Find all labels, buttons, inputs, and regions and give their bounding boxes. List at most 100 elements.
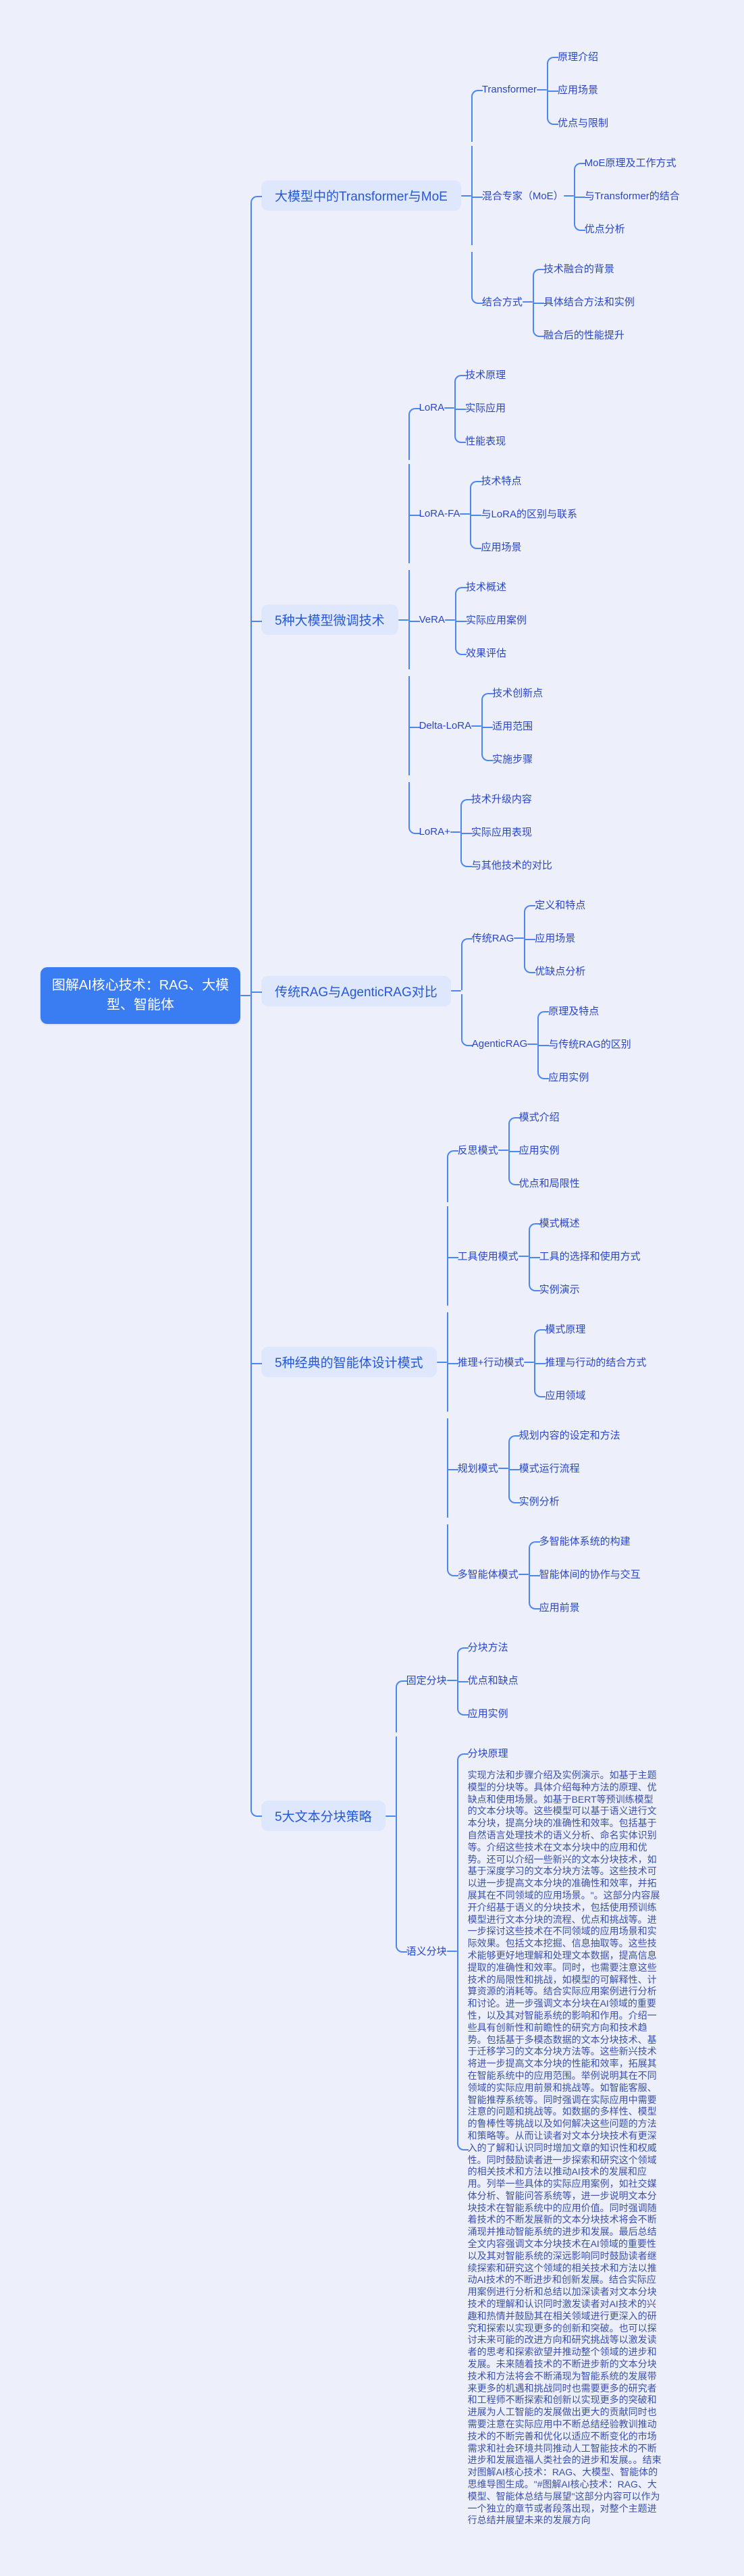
- subtopic[interactable]: AgenticRAG: [471, 1038, 528, 1050]
- subtopic[interactable]: Delta-LoRA: [419, 720, 472, 731]
- leaf-topic[interactable]: 智能体间的协作与交互: [539, 1569, 641, 1580]
- children-column: MoE原理及工作方式 与Transformer的结合 优点分析: [573, 146, 680, 245]
- leaf-topic[interactable]: 技术原理: [465, 369, 506, 381]
- tree-branch: 技术原理: [454, 358, 506, 394]
- children-column: 反思模式 模式介绍 应用实例 优点和局限性 工具使用模式 模式概述 工具的选择和使用方式 实例…: [446, 1097, 647, 1627]
- leaf-topic[interactable]: 技术创新点: [492, 688, 543, 699]
- leaf-topic[interactable]: 技术升级内容: [471, 794, 532, 805]
- leaf-topic[interactable]: 应用实例: [467, 1708, 508, 1720]
- leaf-topic[interactable]: 与传统RAG的区别: [548, 1039, 631, 1050]
- subtopic[interactable]: 混合专家（MoE）: [481, 190, 564, 202]
- leaf-topic[interactable]: 优点分析: [584, 224, 625, 235]
- leaf-topic[interactable]: 定义和特点: [535, 900, 586, 911]
- leaf-topic[interactable]: 工具的选择和使用方式: [539, 1251, 641, 1262]
- children-column: 技术原理实际应用性能表现: [454, 358, 506, 457]
- leaf-topic[interactable]: 规划内容的设定和方法: [519, 1430, 620, 1441]
- leaf-topic[interactable]: MoE原理及工作方式: [584, 157, 676, 169]
- leaf-topic[interactable]: 模式原理: [545, 1324, 586, 1335]
- connector-line: [446, 1950, 457, 1952]
- leaf-topic[interactable]: 应用实例: [548, 1072, 589, 1083]
- leaf-topic[interactable]: 分块方法: [467, 1642, 508, 1653]
- branch-topic[interactable]: 5大文本分块策略: [261, 1801, 386, 1831]
- branch-topic[interactable]: 5种经典的智能体设计模式: [261, 1347, 437, 1377]
- tree-branch: 规划模式 规划内容的设定和方法 模式运行流程 实例分析: [446, 1418, 647, 1518]
- leaf-topic[interactable]: 实际应用表现: [471, 827, 532, 838]
- leaf-topic[interactable]: 技术特点: [481, 475, 522, 487]
- tree-branch: 技术创新点: [481, 676, 543, 712]
- tree-branch: 原理介绍: [546, 40, 608, 76]
- children-column: 模式概述工具的选择和使用方式 实例演示: [528, 1206, 641, 1306]
- branch-topic[interactable]: 大模型中的Transformer与MoE: [261, 180, 461, 211]
- subtopic[interactable]: LoRA: [419, 402, 445, 413]
- leaf-topic[interactable]: 实例演示: [539, 1284, 580, 1295]
- tree-branch: 实现方法和步骤介绍及实例演示。如基于主题模型的分块等。具体介绍每种方法的原理、优…: [456, 1770, 662, 2527]
- leaf-topic[interactable]: 优点和局限性: [519, 1178, 580, 1189]
- leaf-topic[interactable]: 实施步骤: [492, 754, 533, 765]
- children-column: 模式介绍应用实例优点和局限性: [508, 1100, 580, 1200]
- leaf-topic[interactable]: 性能表现: [465, 436, 506, 447]
- leaf-topic[interactable]: 实际应用案例: [465, 615, 527, 626]
- leaf-topic[interactable]: 应用场景: [535, 933, 576, 944]
- leaf-topic[interactable]: 应用场景: [481, 542, 522, 553]
- connector-line: [398, 619, 408, 621]
- tree-branch: 性能表现: [454, 424, 506, 457]
- connector-line: [240, 995, 250, 996]
- leaf-topic[interactable]: 分块原理: [467, 1748, 508, 1759]
- branch-topic[interactable]: 5种大模型微调技术: [261, 604, 398, 635]
- subtopic[interactable]: 规划模式: [457, 1463, 498, 1474]
- tree-branch: 与LoRA的区别与联系: [470, 497, 577, 530]
- subtopic[interactable]: 工具使用模式: [457, 1251, 519, 1262]
- leaf-topic[interactable]: 与Transformer的结合: [584, 190, 680, 202]
- subtopic[interactable]: Transformer: [481, 84, 537, 95]
- leaf-topic[interactable]: 技术概述: [465, 582, 506, 593]
- subtopic[interactable]: LoRA+: [419, 826, 450, 838]
- leaf-topic[interactable]: 推理与行动的结合方式: [545, 1357, 647, 1368]
- tree-branch: 多智能体模式 多智能体系统的构建 智能体间的协作与交互 应用前景: [446, 1524, 647, 1624]
- leaf-topic[interactable]: 实际应用: [465, 403, 506, 414]
- branch-topic[interactable]: 传统RAG与AgenticRAG对比: [261, 975, 451, 1006]
- leaf-topic[interactable]: 优点与限制: [557, 118, 608, 129]
- leaf-topic[interactable]: 多智能体系统的构建: [539, 1536, 631, 1547]
- subtopic[interactable]: 固定分块: [406, 1675, 447, 1686]
- leaf-topic[interactable]: 效果评估: [465, 648, 506, 659]
- leaf-topic[interactable]: 原理介绍: [557, 51, 598, 63]
- tree-branch: 实例分析: [508, 1485, 620, 1518]
- connector-line: [450, 831, 460, 833]
- subtopic[interactable]: 传统RAG: [471, 933, 514, 944]
- tree-branch: 具体结合方法和实例: [532, 285, 635, 318]
- leaf-topic[interactable]: 优缺点分析: [535, 966, 586, 977]
- tree-branch: 应用领域: [534, 1379, 646, 1412]
- subtopic[interactable]: VeRA: [419, 614, 445, 625]
- children-column: 规划内容的设定和方法 模式运行流程 实例分析: [508, 1418, 620, 1518]
- connector-line: [563, 195, 574, 197]
- leaf-topic[interactable]: 应用实例: [519, 1145, 560, 1156]
- tree-branch: 分块原理: [456, 1736, 662, 1772]
- leaf-topic[interactable]: 应用场景: [557, 84, 598, 96]
- leaf-topic[interactable]: 应用领域: [545, 1390, 586, 1401]
- leaf-topic[interactable]: 适用范围: [492, 721, 533, 732]
- leaf-topic[interactable]: 技术融合的背景: [543, 263, 614, 275]
- subtopic[interactable]: 反思模式: [457, 1145, 498, 1156]
- leaf-topic[interactable]: 模式运行流程: [519, 1463, 580, 1474]
- subtopic[interactable]: 语义分块: [406, 1946, 447, 1957]
- leaf-topic[interactable]: 具体结合方法和实例: [543, 297, 635, 308]
- leaf-topic[interactable]: 与LoRA的区别与联系: [481, 509, 577, 520]
- leaf-topic[interactable]: 优点和缺点: [467, 1675, 519, 1686]
- leaf-topic[interactable]: 应用前景: [539, 1602, 580, 1614]
- subtopic[interactable]: 多智能体模式: [457, 1569, 519, 1580]
- leaf-topic[interactable]: 实例分析: [519, 1496, 560, 1508]
- root-topic[interactable]: 图解AI核心技术：RAG、大模型、智能体: [41, 967, 240, 1024]
- leaf-topic[interactable]: 模式介绍: [519, 1112, 560, 1123]
- detail-paragraph[interactable]: 实现方法和步骤介绍及实例演示。如基于主题模型的分块等。具体介绍每种方法的原理、优…: [467, 1770, 662, 2526]
- subtopic[interactable]: 结合方式: [481, 297, 523, 308]
- tree-branch: 规划内容的设定和方法: [508, 1418, 620, 1454]
- leaf-topic[interactable]: 模式概述: [539, 1218, 580, 1229]
- tree-branch: 实际应用: [454, 391, 506, 424]
- tree-branch: 与Transformer的结合: [573, 179, 680, 212]
- leaf-topic[interactable]: 原理及特点: [548, 1006, 600, 1017]
- leaf-topic[interactable]: 融合后的性能提升: [543, 330, 625, 341]
- subtopic[interactable]: LoRA-FA: [419, 508, 460, 519]
- subtopic[interactable]: 推理+行动模式: [457, 1357, 525, 1368]
- leaf-topic[interactable]: 与其他技术的对比: [471, 860, 552, 871]
- children-column: 分块原理实现方法和步骤介绍及实例演示。如基于主题模型的分块等。具体介绍每种方法的…: [456, 1736, 662, 2527]
